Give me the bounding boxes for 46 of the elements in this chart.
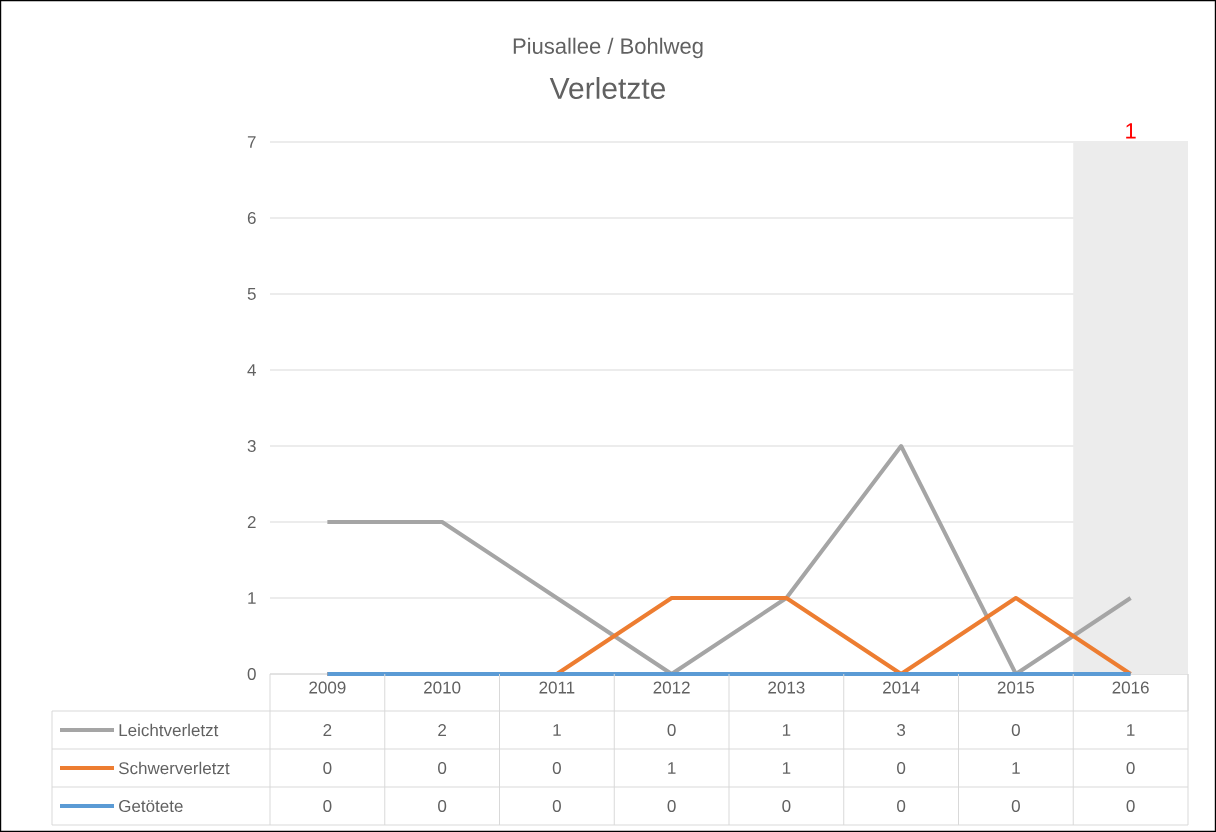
y-tick-label: 3: [247, 439, 256, 453]
x-tick-label: 2012: [653, 681, 690, 694]
y-tick-label: 5: [247, 288, 256, 300]
y-tick-label: 1: [248, 592, 256, 604]
chart-title: Piusallee / Bohlweg: [513, 37, 703, 59]
data-label: 0: [323, 799, 332, 813]
data-label: 0: [438, 799, 447, 813]
data-label: 0: [552, 761, 561, 775]
x-tick-label: 2010: [424, 681, 461, 694]
data-label: 0: [323, 761, 332, 775]
data-label: 0: [782, 799, 791, 813]
data-label: 1: [1127, 724, 1135, 736]
chart-subtitle: Verletzte: [549, 76, 666, 100]
x-tick-label: 2015: [997, 681, 1035, 694]
data-label: 0: [1011, 799, 1020, 813]
data-label: 1: [782, 762, 791, 774]
band-label: 1: [1126, 123, 1136, 139]
data-label: 0: [1126, 799, 1135, 813]
x-tick-label: 2016: [1112, 681, 1149, 694]
data-label: 0: [1011, 723, 1020, 737]
x-tick-label: 2009: [309, 681, 346, 694]
data-label: 1: [782, 724, 791, 736]
data-label: 1: [1012, 762, 1020, 774]
data-label: 0: [897, 761, 906, 775]
x-tick-label: 2014: [883, 681, 920, 694]
y-tick-label: 2: [247, 516, 256, 528]
y-tick-label: 0: [247, 667, 256, 681]
x-tick-label: 2013: [768, 681, 805, 694]
data-label: 0: [552, 799, 561, 813]
legend-label: Leichtverletzt: [119, 723, 219, 737]
data-label: 1: [668, 762, 676, 774]
data-label: 0: [667, 723, 676, 737]
y-tick-label: 7: [247, 136, 256, 148]
y-tick-label: 4: [247, 364, 256, 376]
data-label: 0: [667, 799, 676, 813]
data-label: 2: [323, 724, 332, 736]
x-tick-label: 2011: [539, 681, 575, 694]
data-label: 0: [1126, 761, 1135, 775]
data-label: 1: [553, 724, 561, 736]
data-label: 3: [897, 723, 906, 737]
legend-label: Schwerverletzt: [118, 761, 230, 775]
legend-label: Getötete: [119, 799, 183, 813]
data-label: 0: [897, 799, 906, 813]
y-tick-label: 6: [247, 211, 256, 225]
data-label: 2: [438, 724, 446, 736]
data-label: 0: [438, 761, 447, 775]
